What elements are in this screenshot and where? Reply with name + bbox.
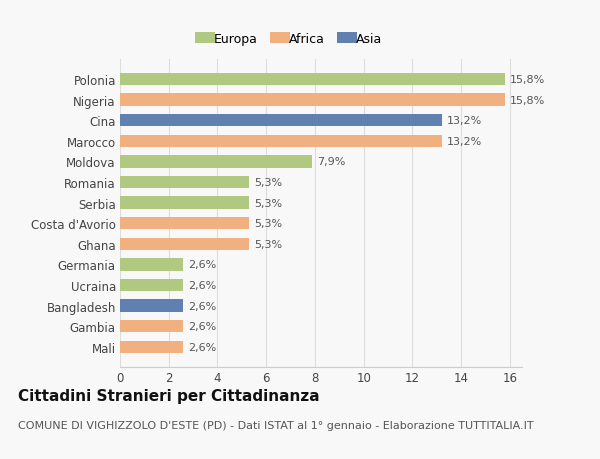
Bar: [120, 135, 442, 148]
Text: 13,2%: 13,2%: [446, 116, 482, 126]
Bar: [120, 94, 505, 106]
Text: 13,2%: 13,2%: [446, 136, 482, 146]
Bar: [120, 176, 249, 189]
Text: 5,3%: 5,3%: [254, 178, 282, 188]
Text: 2,6%: 2,6%: [188, 280, 217, 291]
Text: 15,8%: 15,8%: [510, 95, 545, 106]
Text: 7,9%: 7,9%: [317, 157, 346, 167]
Bar: [120, 279, 184, 291]
Bar: [120, 341, 184, 353]
Text: 2,6%: 2,6%: [188, 260, 217, 270]
Bar: [120, 115, 442, 127]
Text: 15,8%: 15,8%: [510, 75, 545, 85]
Bar: [120, 259, 184, 271]
Text: Cittadini Stranieri per Cittadinanza: Cittadini Stranieri per Cittadinanza: [18, 388, 320, 403]
Text: 2,6%: 2,6%: [188, 321, 217, 331]
Text: COMUNE DI VIGHIZZOLO D'ESTE (PD) - Dati ISTAT al 1° gennaio - Elaborazione TUTTI: COMUNE DI VIGHIZZOLO D'ESTE (PD) - Dati …: [18, 420, 533, 430]
Bar: [120, 300, 184, 312]
Bar: [120, 238, 249, 251]
Text: 5,3%: 5,3%: [254, 198, 282, 208]
Text: 5,3%: 5,3%: [254, 219, 282, 229]
Bar: [120, 218, 249, 230]
Bar: [120, 73, 505, 86]
Bar: [120, 197, 249, 209]
Legend: Europa, Africa, Asia: Europa, Africa, Asia: [191, 29, 386, 50]
Text: 2,6%: 2,6%: [188, 301, 217, 311]
Text: 2,6%: 2,6%: [188, 342, 217, 352]
Bar: [120, 156, 313, 168]
Bar: [120, 320, 184, 333]
Text: 5,3%: 5,3%: [254, 239, 282, 249]
